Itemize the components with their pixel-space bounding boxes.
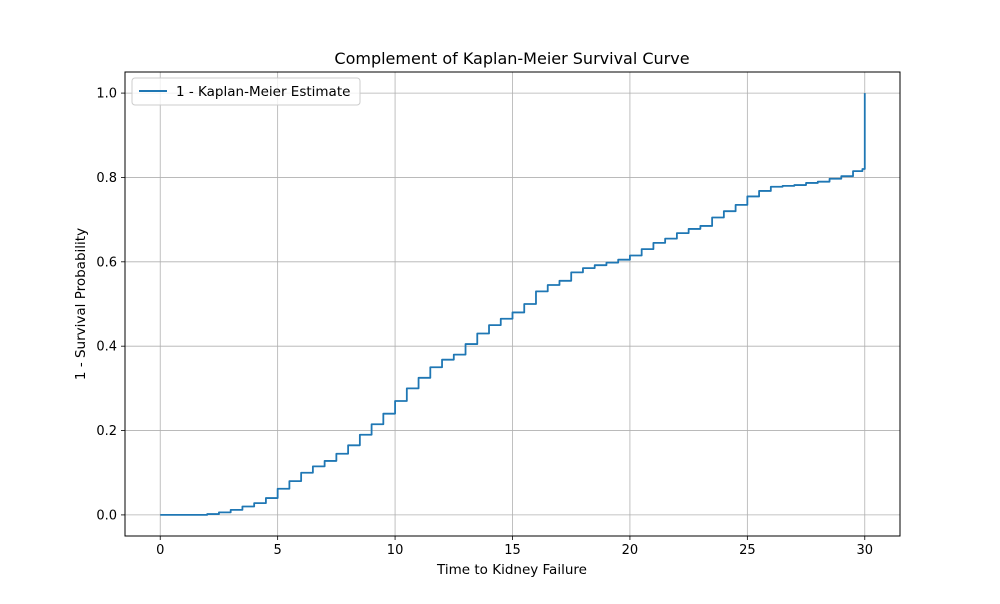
y-tick-label: 0.8 [96,171,117,186]
x-axis-label: Time to Kidney Failure [436,562,587,578]
y-axis-label: 1 - Survival Probability [73,228,89,380]
x-tick-label: 20 [622,543,639,558]
y-tick-label: 0.4 [96,340,117,355]
legend-box [131,77,361,106]
x-tick-label: 0 [156,543,164,558]
y-tick-label: 0.0 [96,508,117,523]
legend: 1 - Kaplan-Meier Estimate [131,77,361,106]
series-layer [160,93,866,516]
legend-label: 1 - Kaplan-Meier Estimate [176,84,350,100]
y-tick-label: 0.2 [96,424,117,439]
x-tick-label: 5 [274,543,282,558]
y-tick-label: 0.6 [96,255,117,270]
series-line [160,93,866,516]
x-tick-label: 30 [856,543,873,558]
grid-layer [125,72,900,536]
chart-title: Complement of Kaplan-Meier Survival Curv… [334,49,689,68]
x-tick-label: 15 [504,543,521,558]
y-tick-label: 1.0 [96,87,117,102]
x-tick-label: 10 [387,543,404,558]
tick-layer: 0 5 10 15 20 25 30 0.0 0.2 0.4 0.6 0.8 1.0 [96,87,873,558]
x-tick-label: 25 [739,543,756,558]
